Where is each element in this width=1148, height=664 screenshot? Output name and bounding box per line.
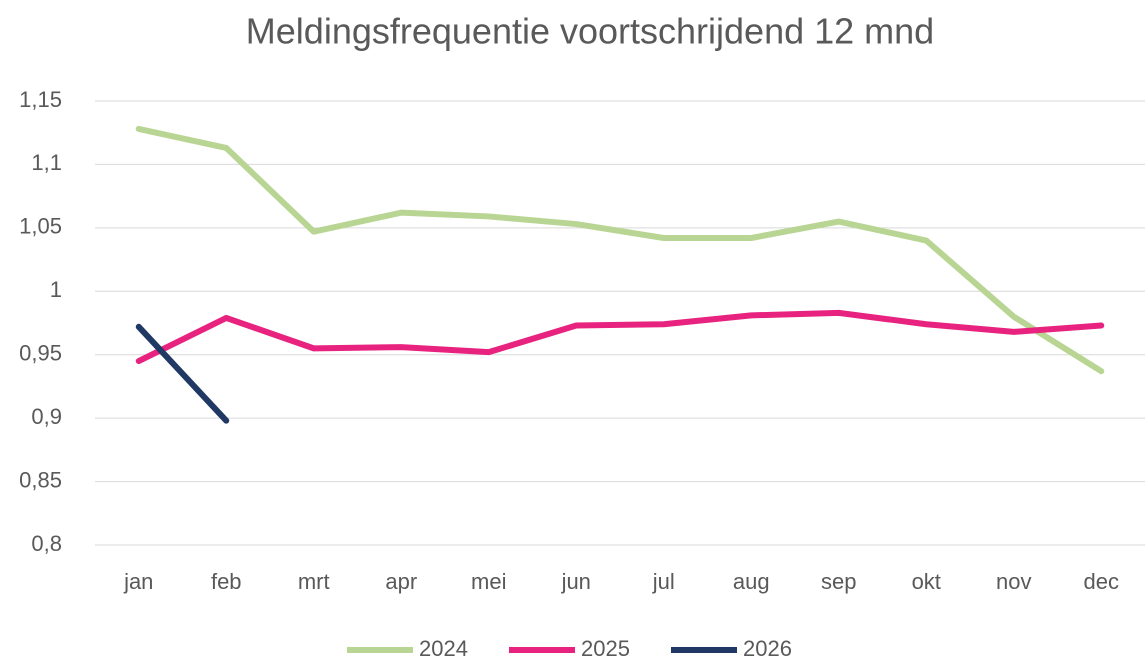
y-tick-label: 0,8 bbox=[31, 531, 62, 556]
x-tick-label: sep bbox=[821, 569, 856, 594]
x-tick-label: jan bbox=[123, 569, 153, 594]
x-tick-label: feb bbox=[211, 569, 242, 594]
y-tick-label: 0,95 bbox=[19, 341, 62, 366]
x-tick-label: mei bbox=[471, 569, 506, 594]
y-tick-label: 1 bbox=[50, 277, 62, 302]
legend-label: 2025 bbox=[581, 636, 630, 661]
x-tick-label: aug bbox=[733, 569, 770, 594]
y-tick-label: 1,05 bbox=[19, 214, 62, 239]
legend-label: 2024 bbox=[419, 636, 468, 661]
y-tick-label: 1,1 bbox=[31, 150, 62, 175]
x-tick-label: jun bbox=[561, 569, 591, 594]
x-tick-label: apr bbox=[385, 569, 417, 594]
x-tick-label: jul bbox=[652, 569, 675, 594]
y-tick-label: 1,15 bbox=[19, 87, 62, 112]
y-tick-label: 0,85 bbox=[19, 467, 62, 492]
series-line bbox=[135, 323, 230, 424]
x-tick-label: okt bbox=[912, 569, 941, 594]
series-line bbox=[135, 125, 1105, 375]
x-tick-label: dec bbox=[1084, 569, 1119, 594]
x-tick-label: nov bbox=[996, 569, 1031, 594]
series-line bbox=[135, 309, 1105, 365]
legend-label: 2026 bbox=[743, 636, 792, 661]
x-tick-label: mrt bbox=[298, 569, 330, 594]
chart-title: Meldingsfrequentie voortschrijdend 12 mn… bbox=[246, 11, 934, 52]
y-tick-label: 0,9 bbox=[31, 404, 62, 429]
